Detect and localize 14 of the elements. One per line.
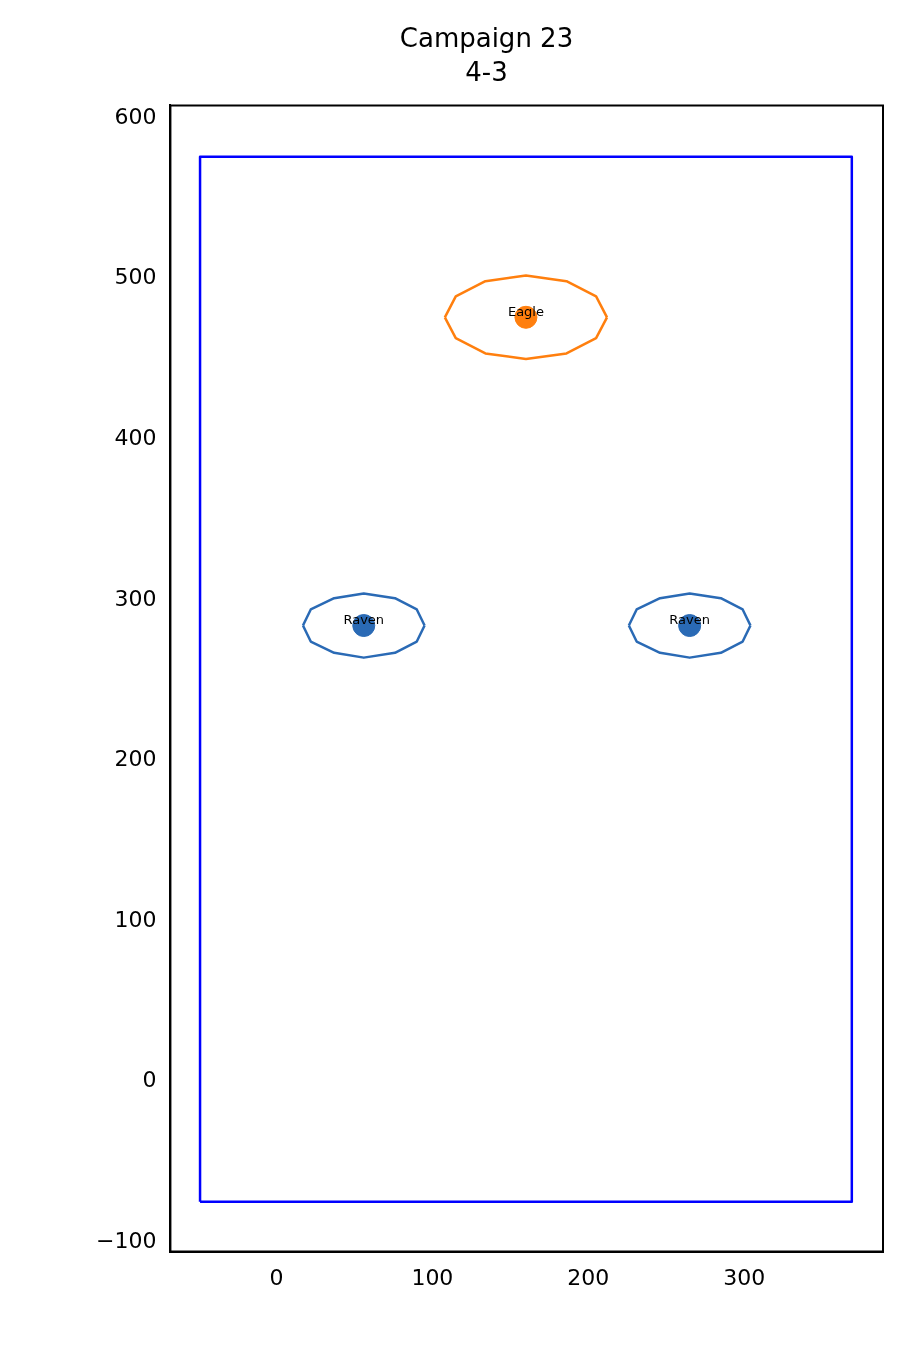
y-tick-label: −100 (95, 1227, 157, 1253)
y-tick-label: 400 (114, 425, 157, 451)
x-tick-label: 300 (723, 1264, 766, 1290)
x-tick-label: 200 (567, 1264, 610, 1290)
x-tick-label: 0 (269, 1264, 284, 1290)
y-tick-label: 500 (114, 264, 157, 290)
chart-title: Campaign 23 (399, 23, 574, 54)
y-tick-label: 300 (114, 585, 157, 611)
y-tick-label: 0 (142, 1067, 157, 1093)
y-tick-label: 100 (114, 906, 157, 932)
x-tick-label: 100 (411, 1264, 454, 1290)
y-tick-label: 600 (114, 103, 157, 129)
y-tick-label: 200 (114, 746, 157, 772)
chart-subtitle: 4-3 (465, 56, 508, 87)
